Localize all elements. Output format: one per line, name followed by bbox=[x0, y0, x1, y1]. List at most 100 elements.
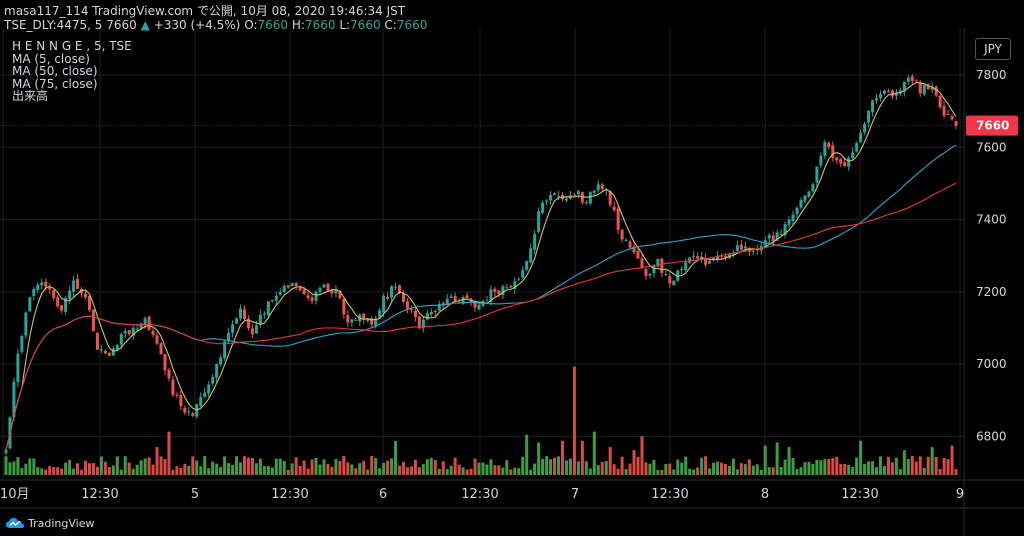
candle[interactable] bbox=[179, 390, 183, 411]
candle[interactable] bbox=[163, 353, 167, 376]
candle[interactable] bbox=[807, 190, 811, 199]
candle[interactable] bbox=[612, 201, 616, 212]
candle[interactable] bbox=[819, 152, 823, 169]
candle[interactable] bbox=[211, 373, 215, 387]
candle[interactable] bbox=[894, 88, 898, 101]
candle[interactable] bbox=[636, 247, 640, 259]
candle[interactable] bbox=[795, 206, 799, 218]
candle[interactable] bbox=[847, 156, 851, 171]
candle[interactable] bbox=[875, 93, 879, 104]
candle[interactable] bbox=[362, 313, 366, 324]
candle[interactable] bbox=[32, 286, 36, 301]
candle[interactable] bbox=[906, 75, 910, 85]
candle[interactable] bbox=[76, 274, 80, 290]
candle[interactable] bbox=[692, 251, 696, 261]
candle[interactable] bbox=[20, 334, 24, 355]
candle[interactable] bbox=[882, 89, 886, 96]
candle[interactable] bbox=[159, 341, 163, 355]
candle[interactable] bbox=[493, 287, 497, 297]
candle[interactable] bbox=[322, 283, 326, 288]
candle[interactable] bbox=[151, 327, 155, 338]
legend-volume[interactable]: 出来高 bbox=[12, 89, 49, 103]
candle[interactable] bbox=[56, 295, 60, 309]
candle[interactable] bbox=[644, 266, 648, 280]
candle[interactable] bbox=[942, 101, 946, 119]
candle[interactable] bbox=[902, 81, 906, 97]
candle[interactable] bbox=[596, 180, 600, 193]
candle[interactable] bbox=[437, 300, 441, 312]
candle[interactable] bbox=[290, 282, 294, 287]
candle[interactable] bbox=[656, 258, 660, 268]
candle[interactable] bbox=[258, 310, 262, 328]
candle[interactable] bbox=[922, 83, 926, 96]
candle[interactable] bbox=[378, 307, 382, 319]
candle[interactable] bbox=[513, 277, 517, 294]
candle[interactable] bbox=[696, 252, 700, 261]
candle[interactable] bbox=[286, 285, 290, 290]
candle[interactable] bbox=[36, 282, 40, 294]
candle[interactable] bbox=[859, 129, 863, 143]
candle[interactable] bbox=[80, 287, 84, 297]
candle[interactable] bbox=[215, 363, 219, 383]
candle[interactable] bbox=[449, 293, 453, 299]
candle[interactable] bbox=[40, 278, 44, 290]
candle[interactable] bbox=[910, 74, 914, 86]
candle[interactable] bbox=[564, 196, 568, 203]
candle[interactable] bbox=[175, 392, 179, 399]
candle[interactable] bbox=[24, 311, 28, 340]
candle[interactable] bbox=[811, 182, 815, 193]
candle[interactable] bbox=[187, 406, 191, 416]
candle[interactable] bbox=[735, 240, 739, 252]
legend-ma5[interactable]: MA (5, close) bbox=[12, 51, 90, 66]
candle[interactable] bbox=[171, 375, 175, 397]
candle[interactable] bbox=[354, 317, 358, 321]
candle[interactable] bbox=[99, 345, 103, 354]
candle[interactable] bbox=[386, 292, 390, 301]
candle[interactable] bbox=[413, 305, 417, 322]
candle[interactable] bbox=[521, 265, 525, 279]
tradingview-branding[interactable]: TradingView bbox=[6, 515, 94, 531]
candle[interactable] bbox=[270, 299, 274, 303]
candle[interactable] bbox=[831, 141, 835, 162]
candle[interactable] bbox=[616, 205, 620, 235]
candle[interactable] bbox=[938, 94, 942, 110]
candle[interactable] bbox=[954, 120, 958, 130]
candle[interactable] bbox=[950, 113, 954, 121]
candle[interactable] bbox=[250, 323, 254, 339]
candle[interactable] bbox=[445, 294, 449, 306]
candle[interactable] bbox=[541, 200, 545, 215]
candle[interactable] bbox=[405, 298, 409, 314]
candle[interactable] bbox=[48, 283, 52, 294]
candle[interactable] bbox=[787, 215, 791, 229]
candle[interactable] bbox=[95, 331, 99, 350]
candle[interactable] bbox=[127, 329, 131, 337]
candle[interactable] bbox=[64, 295, 68, 316]
candle[interactable] bbox=[839, 157, 843, 168]
candle[interactable] bbox=[103, 349, 107, 355]
candle[interactable] bbox=[501, 284, 505, 300]
candle[interactable] bbox=[739, 239, 743, 252]
candle[interactable] bbox=[588, 191, 592, 206]
candle[interactable] bbox=[549, 191, 553, 205]
candle[interactable] bbox=[167, 367, 171, 382]
candle[interactable] bbox=[242, 305, 246, 322]
candle[interactable] bbox=[350, 319, 354, 327]
candle[interactable] bbox=[28, 296, 32, 312]
candle[interactable] bbox=[680, 266, 684, 275]
candle[interactable] bbox=[930, 82, 934, 94]
candle[interactable] bbox=[783, 221, 787, 239]
candle[interactable] bbox=[394, 282, 398, 290]
candle[interactable] bbox=[131, 325, 135, 340]
candle[interactable] bbox=[183, 405, 187, 415]
candle[interactable] bbox=[632, 243, 636, 254]
candle[interactable] bbox=[505, 284, 509, 289]
candle[interactable] bbox=[465, 292, 469, 300]
candle[interactable] bbox=[334, 285, 338, 298]
candle[interactable] bbox=[60, 304, 64, 314]
candle[interactable] bbox=[318, 286, 322, 294]
candle[interactable] bbox=[4, 449, 8, 455]
candle[interactable] bbox=[203, 387, 207, 399]
candle[interactable] bbox=[72, 275, 76, 297]
candle[interactable] bbox=[191, 411, 195, 418]
